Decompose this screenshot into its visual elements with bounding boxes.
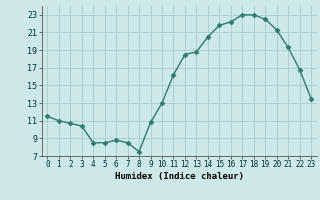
X-axis label: Humidex (Indice chaleur): Humidex (Indice chaleur) xyxy=(115,172,244,181)
